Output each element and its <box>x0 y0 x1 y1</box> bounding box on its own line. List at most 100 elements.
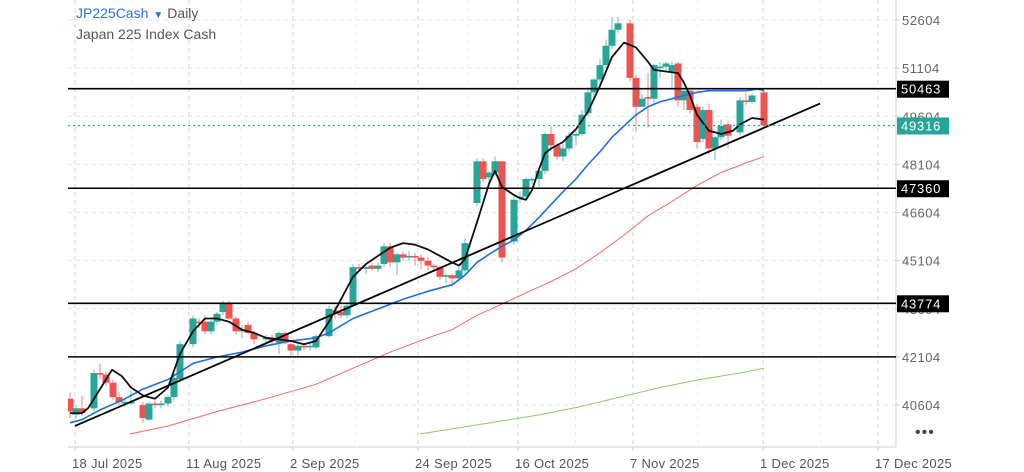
candle[interactable] <box>207 320 215 335</box>
candle[interactable] <box>608 16 616 50</box>
candle[interactable] <box>72 405 80 418</box>
level-price-label-text: 47360 <box>901 181 941 196</box>
timeframe-label[interactable]: Daily <box>167 5 199 21</box>
candle[interactable] <box>157 400 165 409</box>
candle[interactable] <box>349 263 357 308</box>
last-price-label <box>897 117 949 135</box>
y-tick-label: 40604 <box>902 398 941 413</box>
x-tick-label: 17 Dec 2025 <box>875 456 952 471</box>
candle[interactable] <box>736 97 744 136</box>
candle[interactable] <box>662 61 670 70</box>
candle[interactable] <box>711 135 719 160</box>
candle[interactable] <box>699 106 707 143</box>
candle[interactable] <box>424 257 432 271</box>
candle[interactable] <box>442 273 450 284</box>
y-tick-label: 51104 <box>902 61 940 76</box>
candle[interactable] <box>151 400 159 409</box>
candle[interactable] <box>244 321 252 335</box>
x-tick-label: 2 Sep 2025 <box>290 456 360 471</box>
candle[interactable] <box>164 395 172 407</box>
x-tick-label: 11 Aug 2025 <box>186 456 261 471</box>
candle[interactable] <box>674 61 682 107</box>
instrument-description: Japan 225 Index Cash <box>76 26 217 42</box>
candle[interactable] <box>614 16 622 33</box>
y-tick-label: 45104 <box>902 254 941 269</box>
candle[interactable] <box>547 126 555 149</box>
candle[interactable] <box>760 90 768 127</box>
candle[interactable] <box>693 103 701 149</box>
level-price-label <box>897 180 949 198</box>
candle[interactable] <box>686 87 694 114</box>
x-tick-label: 18 Jul 2025 <box>72 456 143 471</box>
level-price-label-text: 43774 <box>901 296 941 311</box>
candle[interactable] <box>473 158 481 207</box>
candle[interactable] <box>362 263 370 274</box>
chart-header: JP225Cash ▼ Daily Japan 225 Index Cash <box>76 4 216 44</box>
candle[interactable] <box>559 143 567 162</box>
candle[interactable] <box>528 177 536 184</box>
candle[interactable] <box>578 109 586 136</box>
candle[interactable] <box>67 392 74 418</box>
symbol-selector[interactable]: JP225Cash <box>76 5 149 21</box>
candle[interactable] <box>596 58 604 85</box>
candle[interactable] <box>176 340 184 383</box>
candle[interactable] <box>337 305 345 319</box>
trendline[interactable] <box>74 102 821 427</box>
y-tick-label: 52604 <box>902 13 941 28</box>
candle[interactable] <box>602 39 610 69</box>
candle[interactable] <box>139 401 147 423</box>
candle[interactable] <box>479 158 487 183</box>
level-price-label <box>897 295 949 313</box>
candle[interactable] <box>306 342 314 351</box>
caret-down-icon[interactable]: ▼ <box>153 10 164 21</box>
last-price-label-text: 49316 <box>901 118 941 133</box>
candle[interactable] <box>368 262 376 271</box>
candle[interactable] <box>638 93 646 107</box>
candle[interactable] <box>380 243 388 268</box>
x-tick-label: 1 Dec 2025 <box>760 456 830 471</box>
candle[interactable] <box>115 392 123 406</box>
candle[interactable] <box>417 254 425 269</box>
candle[interactable] <box>90 369 98 412</box>
more-options-icon[interactable]: ••• <box>915 424 935 441</box>
candle[interactable] <box>705 103 713 155</box>
candle[interactable] <box>145 401 153 422</box>
candle[interactable] <box>644 73 652 128</box>
candle[interactable] <box>626 20 634 82</box>
candle[interactable] <box>355 263 363 271</box>
candle[interactable] <box>374 262 382 272</box>
level-price-label <box>897 80 949 98</box>
candle[interactable] <box>399 251 407 261</box>
candle[interactable] <box>96 363 104 380</box>
candle[interactable] <box>572 132 580 146</box>
candle[interactable] <box>343 302 351 319</box>
level-price-label-text: 50463 <box>901 82 941 97</box>
candle[interactable] <box>195 318 203 329</box>
candle[interactable] <box>287 342 295 356</box>
candle[interactable] <box>553 143 561 160</box>
candle[interactable] <box>109 379 117 401</box>
candle[interactable] <box>742 93 750 106</box>
candle[interactable] <box>668 61 676 88</box>
moving-average-line <box>70 41 765 414</box>
candle[interactable] <box>680 87 688 110</box>
moving-average-line <box>419 367 765 435</box>
candle[interactable] <box>485 170 493 184</box>
candle[interactable] <box>393 252 401 276</box>
y-tick-label: 42104 <box>902 350 941 365</box>
x-tick-label: 7 Nov 2025 <box>630 456 700 471</box>
candle[interactable] <box>411 252 419 266</box>
candle[interactable] <box>632 74 640 133</box>
candle[interactable] <box>238 324 246 338</box>
x-tick-label: 24 Sep 2025 <box>415 456 492 471</box>
candle[interactable] <box>717 119 725 141</box>
candle[interactable] <box>748 93 756 104</box>
candle[interactable] <box>300 344 308 351</box>
candle[interactable] <box>405 251 413 261</box>
candle[interactable] <box>170 373 178 401</box>
candle[interactable] <box>121 398 129 407</box>
y-tick-label: 48104 <box>902 157 941 172</box>
candle[interactable] <box>294 342 302 356</box>
x-tick-label: 16 Oct 2025 <box>515 456 589 471</box>
